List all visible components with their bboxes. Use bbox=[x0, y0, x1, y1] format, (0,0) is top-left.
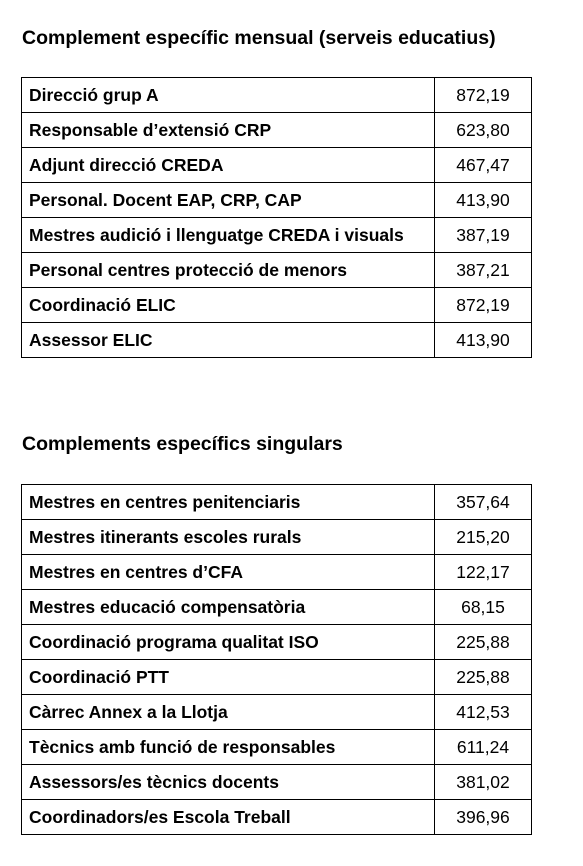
row-value: 623,80 bbox=[434, 112, 532, 148]
table-row: Adjunt direcció CREDA 467,47 bbox=[21, 147, 532, 183]
row-label: Càrrec Annex a la Llotja bbox=[21, 694, 435, 730]
row-value: 215,20 bbox=[434, 519, 532, 555]
row-value: 387,21 bbox=[434, 252, 532, 288]
row-value: 396,96 bbox=[434, 799, 532, 835]
row-label: Direcció grup A bbox=[21, 77, 435, 113]
row-value: 381,02 bbox=[434, 764, 532, 800]
row-label: Personal. Docent EAP, CRP, CAP bbox=[21, 182, 435, 218]
row-value: 872,19 bbox=[434, 287, 532, 323]
row-label: Mestres audició i llenguatge CREDA i vis… bbox=[21, 217, 435, 253]
table-row: Mestres en centres d’CFA 122,17 bbox=[21, 554, 532, 590]
table-row: Personal. Docent EAP, CRP, CAP 413,90 bbox=[21, 182, 532, 218]
row-label: Assessor ELIC bbox=[21, 322, 435, 358]
table-row: Coordinació ELIC 872,19 bbox=[21, 287, 532, 323]
row-value: 413,90 bbox=[434, 182, 532, 218]
table-body: Mestres en centres penitenciaris 357,64 Me… bbox=[21, 484, 532, 835]
row-value: 225,88 bbox=[434, 624, 532, 660]
row-value: 412,53 bbox=[434, 694, 532, 730]
row-label: Coordinació PTT bbox=[21, 659, 435, 695]
row-label: Mestres en centres d’CFA bbox=[21, 554, 435, 590]
table-row: Coordinació programa qualitat ISO 225,88 bbox=[21, 624, 532, 660]
table-row: Mestres educació compensatòria 68,15 bbox=[21, 589, 532, 625]
table-row: Responsable d’extensió CRP 623,80 bbox=[21, 112, 532, 148]
table-body: Direcció grup A 872,19 Responsable d’exten… bbox=[21, 77, 532, 358]
row-label: Responsable d’extensió CRP bbox=[21, 112, 435, 148]
row-value: 225,88 bbox=[434, 659, 532, 695]
data-table: Direcció grup A 872,19 Responsable d’exten… bbox=[21, 77, 532, 358]
table-row: Mestres itinerants escoles rurals 215,20 bbox=[21, 519, 532, 555]
row-value: 357,64 bbox=[434, 484, 532, 520]
row-label: Mestres itinerants escoles rurals bbox=[21, 519, 435, 555]
row-label: Coordinació programa qualitat ISO bbox=[21, 624, 435, 660]
row-label: Adjunt direcció CREDA bbox=[21, 147, 435, 183]
row-value: 122,17 bbox=[434, 554, 532, 590]
table-row: Càrrec Annex a la Llotja 412,53 bbox=[21, 694, 532, 730]
row-value: 413,90 bbox=[434, 322, 532, 358]
table-row: Assessors/es tècnics docents 381,02 bbox=[21, 764, 532, 800]
table-row: Personal centres protecció de menors 387,… bbox=[21, 252, 532, 288]
row-value: 387,19 bbox=[434, 217, 532, 253]
table-row: Coordinació PTT 225,88 bbox=[21, 659, 532, 695]
row-label: Coordinadors/es Escola Treball bbox=[21, 799, 435, 835]
section-title: Complements específics singulars bbox=[22, 433, 343, 455]
row-value: 467,47 bbox=[434, 147, 532, 183]
row-label: Mestres en centres penitenciaris bbox=[21, 484, 435, 520]
table-row: Mestres en centres penitenciaris 357,64 bbox=[21, 484, 532, 520]
table-row: Tècnics amb funció de responsables 611,24 bbox=[21, 729, 532, 765]
table-row: Direcció grup A 872,19 bbox=[21, 77, 532, 113]
table-row: Assessor ELIC 413,90 bbox=[21, 322, 532, 358]
row-value: 611,24 bbox=[434, 729, 532, 765]
row-value: 872,19 bbox=[434, 77, 532, 113]
table-row: Coordinadors/es Escola Treball 396,96 bbox=[21, 799, 532, 835]
row-label: Tècnics amb funció de responsables bbox=[21, 729, 435, 765]
table-row: Mestres audició i llenguatge CREDA i vis… bbox=[21, 217, 532, 253]
row-label: Mestres educació compensatòria bbox=[21, 589, 435, 625]
row-label: Assessors/es tècnics docents bbox=[21, 764, 435, 800]
row-label: Personal centres protecció de menors bbox=[21, 252, 435, 288]
row-value: 68,15 bbox=[434, 589, 532, 625]
section-title: Complement específic mensual (serveis ed… bbox=[22, 27, 496, 49]
row-label: Coordinació ELIC bbox=[21, 287, 435, 323]
data-table: Mestres en centres penitenciaris 357,64 Me… bbox=[21, 484, 532, 835]
